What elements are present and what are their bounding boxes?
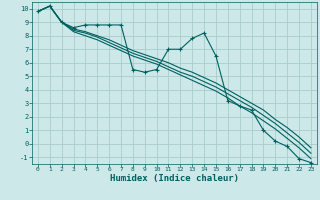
X-axis label: Humidex (Indice chaleur): Humidex (Indice chaleur) [110, 174, 239, 183]
